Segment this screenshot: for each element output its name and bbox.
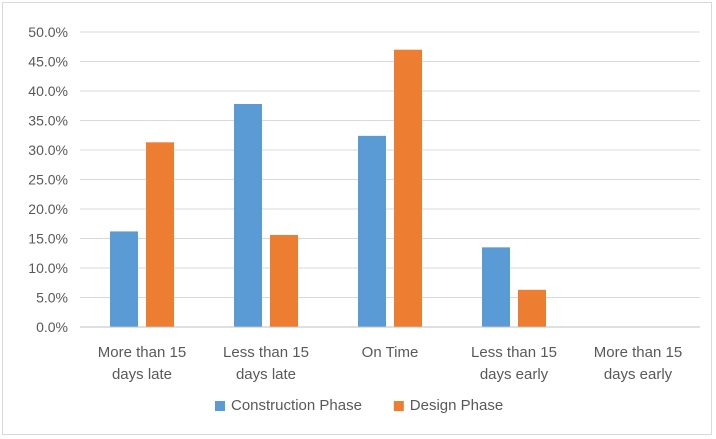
x-category-label: More than 15 days late	[98, 344, 186, 383]
bar-construction-1	[234, 103, 262, 327]
y-tick-label: 10.0%	[28, 260, 68, 276]
bar-design-3	[518, 289, 546, 327]
y-tick-label: 0.0%	[36, 319, 68, 335]
bar-design-1	[270, 234, 298, 327]
bar-construction-3	[482, 247, 510, 327]
x-category-label: Less than 15 days late	[223, 344, 309, 383]
bar-construction-0	[110, 231, 138, 327]
x-category-label: Less than 15 days early	[471, 344, 557, 383]
legend-swatch	[393, 401, 404, 411]
legend-item-construction: Construction Phase	[215, 397, 362, 414]
y-tick-label: 40.0%	[28, 83, 68, 99]
y-tick-label: 35.0%	[28, 113, 68, 129]
legend-label: Construction Phase	[231, 397, 362, 414]
y-tick-label: 30.0%	[28, 142, 68, 158]
x-category-label: More than 15 days early	[594, 344, 682, 383]
y-axis-ticks: 0.0% 5.0% 10.0% 15.0% 20.0% 25.0% 30.0% 35.0% 40…	[28, 24, 68, 335]
legend-label: Design Phase	[410, 397, 503, 414]
y-tick-label: 45.0%	[28, 54, 68, 70]
bar-construction-2	[358, 135, 386, 327]
bar-design-0	[146, 142, 174, 327]
y-tick-label: 20.0%	[28, 201, 68, 217]
chart-frame	[2, 2, 712, 435]
legend-swatch	[215, 401, 225, 411]
y-tick-label: 50.0%	[28, 24, 68, 40]
y-tick-label: 25.0%	[28, 172, 68, 188]
x-axis-categories: More than 15 days late Less than 15 days la…	[98, 344, 682, 383]
legend-item-design: Design Phase	[393, 397, 503, 414]
x-category-label: On Time	[362, 344, 419, 361]
y-tick-label: 5.0%	[36, 290, 68, 306]
bar-design-2	[394, 49, 422, 327]
bars	[110, 49, 546, 327]
y-tick-label: 15.0%	[28, 231, 68, 247]
gridlines	[80, 31, 700, 298]
legend: Construction Phase Design Phase	[215, 397, 503, 414]
